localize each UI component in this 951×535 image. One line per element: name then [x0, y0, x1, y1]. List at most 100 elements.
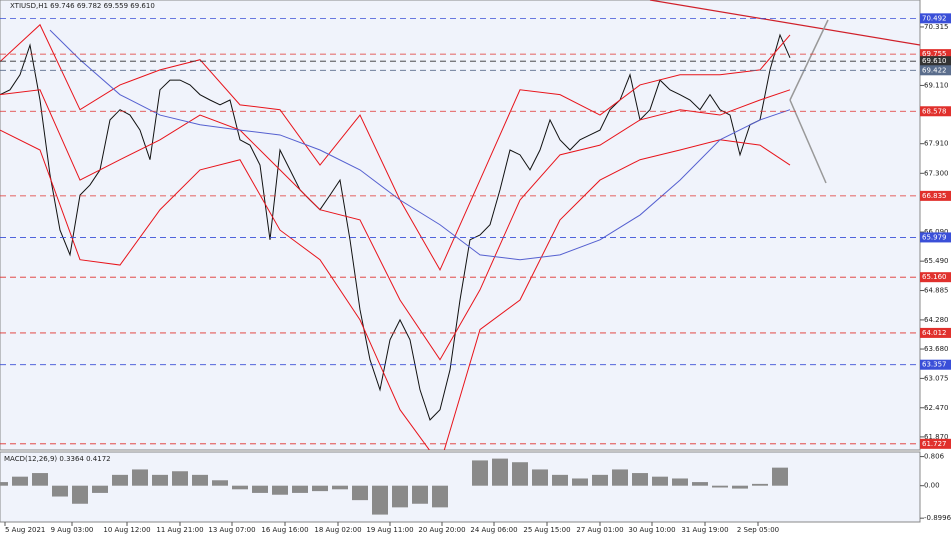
- level-label: 65.160: [922, 273, 947, 281]
- y-tick-label: 63.075: [924, 374, 949, 382]
- macd-bar: [32, 473, 48, 486]
- y-tick-label: 66.090: [924, 228, 949, 236]
- macd-bar: [532, 469, 548, 486]
- macd-tick-label: -0.8996: [924, 514, 951, 522]
- macd-bar: [492, 458, 508, 486]
- level-box: [920, 232, 951, 243]
- arrow-up: [789, 19, 829, 101]
- macd-bar: [132, 469, 148, 486]
- level-box: [920, 272, 951, 283]
- level-box: [920, 106, 951, 117]
- macd-bar: [392, 485, 408, 508]
- series-line: [0, 129, 791, 450]
- level-box: [920, 438, 951, 449]
- level-box: [920, 49, 951, 60]
- x-tick-label: 11 Aug 21:00: [156, 526, 203, 534]
- macd-tick-label: 0.00: [924, 482, 940, 490]
- level-label: 66.835: [922, 192, 947, 200]
- level-label: 65.979: [922, 233, 947, 241]
- macd-bar: [552, 474, 568, 486]
- macd-bar: [692, 482, 708, 486]
- macd-label: MACD(12,26,9) 0.3364 0.4172: [4, 455, 111, 463]
- chart-title: XTIUSD,H1 69.746 69.782 69.559 69.610: [10, 2, 155, 10]
- macd-bar: [632, 473, 648, 486]
- macd-bar: [252, 485, 268, 493]
- macd-bar: [752, 483, 768, 486]
- y-tick-label: 62.470: [924, 404, 949, 412]
- plot: [0, 0, 920, 450]
- macd-bar: [472, 460, 488, 486]
- macd-bar: [192, 474, 208, 486]
- y-tick-label: 64.280: [924, 316, 949, 324]
- macd-bar: [772, 467, 788, 486]
- macd-bar: [592, 474, 608, 486]
- series-line: [0, 33, 791, 421]
- level-label: 61.727: [922, 440, 947, 448]
- macd-tick-label: 0.806: [924, 453, 945, 461]
- series-line: [49, 29, 791, 261]
- y-tick-label: 67.300: [924, 169, 949, 177]
- level-label: 69.755: [922, 50, 947, 58]
- x-tick-label: 13 Aug 07:00: [208, 526, 255, 534]
- y-tick-label: 67.910: [924, 140, 949, 148]
- arrow-down: [789, 99, 827, 184]
- level-label: 69.610: [922, 57, 947, 65]
- level-label: 63.357: [922, 361, 947, 369]
- y-tick-label: 69.110: [924, 81, 949, 89]
- macd-bar: [152, 474, 168, 486]
- x-tick-label: 5 Aug 2021: [5, 526, 45, 534]
- macd-bar: [292, 485, 308, 493]
- x-tick-label: 25 Aug 15:00: [523, 526, 570, 534]
- macd-bar: [372, 485, 388, 515]
- y-tick-label: 65.490: [924, 257, 949, 265]
- macd-bar: [412, 485, 428, 504]
- level-box: [920, 327, 951, 338]
- macd-bar: [0, 482, 8, 486]
- level-box: [920, 65, 951, 76]
- macd-bar: [572, 478, 588, 486]
- x-tick-label: 10 Aug 12:00: [103, 526, 150, 534]
- y-tick-label: 61.870: [924, 433, 949, 441]
- macd-bar: [652, 476, 668, 486]
- macd-bar: [712, 485, 728, 488]
- x-tick-label: 27 Aug 01:00: [576, 526, 623, 534]
- x-tick-label: 2 Sep 05:00: [737, 526, 779, 534]
- level-box: [920, 190, 951, 201]
- level-label: 68.578: [922, 107, 947, 115]
- trend-line: [649, 0, 920, 46]
- macd-panel: [0, 451, 921, 523]
- macd-bar: [352, 485, 368, 501]
- x-tick-label: 31 Aug 19:00: [681, 526, 728, 534]
- macd-bar: [72, 485, 88, 504]
- x-tick-label: 20 Aug 20:00: [418, 526, 465, 534]
- macd-bar: [312, 485, 328, 492]
- macd-bar: [612, 469, 628, 486]
- level-box: [920, 359, 951, 370]
- macd-bar: [92, 485, 108, 493]
- macd-bar: [732, 485, 748, 489]
- macd-bar: [672, 478, 688, 486]
- macd-bar: [52, 485, 68, 497]
- macd-bar: [432, 485, 448, 508]
- level-label: 70.492: [922, 14, 947, 22]
- level-box: [920, 13, 951, 24]
- level-label: 64.012: [922, 329, 947, 337]
- macd-bar: [512, 462, 528, 486]
- x-tick-label: 24 Aug 06:00: [470, 526, 517, 534]
- level-label: 69.422: [922, 66, 947, 74]
- macd-bar: [272, 485, 288, 495]
- y-tick-label: 64.885: [924, 287, 949, 295]
- macd-bar: [12, 476, 28, 486]
- level-box: [920, 56, 951, 67]
- series-line: [0, 89, 791, 361]
- y-tick-label: 63.680: [924, 345, 949, 353]
- macd-bar: [112, 474, 128, 486]
- x-tick-label: 30 Aug 10:00: [628, 526, 675, 534]
- macd-bar: [332, 485, 348, 490]
- macd-bar: [172, 471, 188, 486]
- x-tick-label: 16 Aug 16:00: [261, 526, 308, 534]
- y-tick-label: 70.315: [924, 23, 949, 31]
- macd-bar: [212, 480, 228, 486]
